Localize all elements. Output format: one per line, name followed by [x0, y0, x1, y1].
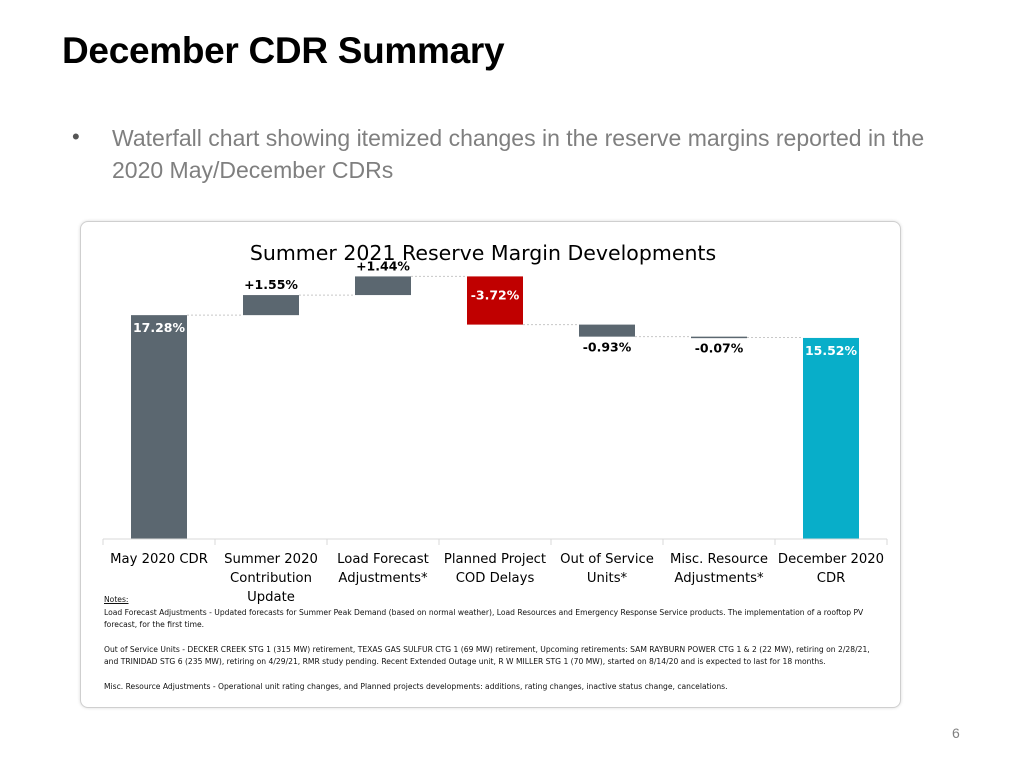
category-label: COD Delays [456, 571, 535, 586]
category-label: May 2020 CDR [110, 552, 208, 567]
data-label: 15.52% [805, 343, 858, 358]
note-load-forecast: Load Forecast Adjustments - Updated fore… [104, 607, 864, 630]
bullet-text: Waterfall chart showing itemized changes… [112, 125, 925, 183]
page-number: 6 [952, 725, 960, 741]
chart-frame: Summer 2021 Reserve Margin Developments 1… [80, 221, 901, 708]
waterfall-bar [243, 295, 299, 316]
category-label: Summer 2020 [224, 552, 318, 567]
category-label: Load Forecast [337, 552, 429, 567]
waterfall-chart: Summer 2021 Reserve Margin Developments 1… [102, 241, 888, 605]
waterfall-bar [579, 324, 635, 337]
data-label: 17.28% [133, 320, 186, 335]
notes-heading: Notes: [104, 595, 129, 604]
data-label: -0.07% [695, 341, 744, 356]
chart-notes: Notes: Load Forecast Adjustments - Updat… [104, 594, 874, 693]
waterfall-bar [355, 276, 411, 296]
data-label: -0.93% [583, 340, 632, 355]
category-label: Planned Project [444, 552, 546, 567]
waterfall-bar [803, 337, 859, 539]
category-label: December 2020 [778, 552, 884, 567]
category-label: Contribution [230, 571, 312, 586]
data-label: +1.55% [244, 277, 298, 292]
note-out-of-service: Out of Service Units - DECKER CREEK STG … [104, 644, 870, 667]
category-label: CDR [817, 571, 846, 586]
category-label: Misc. Resource [670, 552, 768, 567]
slide-title: December CDR Summary [62, 30, 505, 71]
waterfall-bar [131, 315, 187, 539]
category-label: Units* [587, 571, 628, 586]
waterfall-bar [691, 336, 747, 339]
data-label: -3.72% [471, 287, 520, 302]
bullet-icon: • [72, 124, 80, 149]
category-label: Adjustments* [674, 571, 764, 586]
note-misc-resource: Misc. Resource Adjustments - Operational… [104, 681, 728, 691]
data-label: +1.44% [356, 258, 410, 273]
category-label: Adjustments* [338, 571, 428, 586]
chart-title: Summer 2021 Reserve Margin Developments [250, 241, 716, 265]
waterfall-bar [467, 276, 523, 325]
category-label: Update [247, 590, 295, 605]
category-label: Out of Service [560, 552, 654, 567]
